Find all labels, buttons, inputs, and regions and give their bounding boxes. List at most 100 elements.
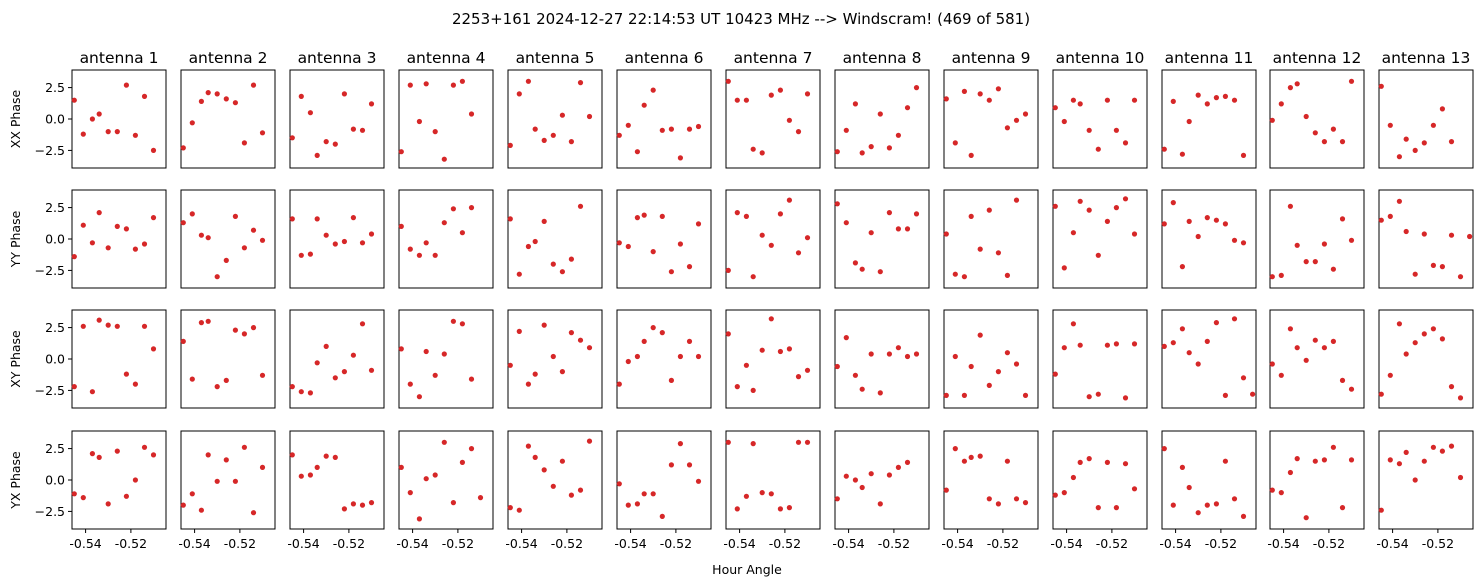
data-point — [223, 257, 229, 263]
data-point — [795, 250, 802, 256]
panel-r1-a5 — [507, 69, 603, 169]
panel-r1-a11 — [1161, 69, 1257, 169]
data-point — [1287, 326, 1293, 332]
data-point — [977, 246, 983, 252]
data-point — [1086, 127, 1092, 133]
data-point — [459, 459, 465, 465]
data-point — [1378, 83, 1384, 89]
data-point — [1070, 230, 1076, 236]
data-point — [768, 242, 774, 248]
data-point — [416, 516, 422, 522]
data-point — [189, 120, 195, 126]
antenna-title-3: antenna 3 — [298, 49, 377, 67]
data-point — [80, 131, 86, 137]
data-point — [768, 491, 774, 497]
data-point — [804, 235, 811, 241]
data-point — [559, 269, 566, 275]
data-point — [725, 331, 731, 337]
data-point — [298, 93, 304, 99]
data-point — [1104, 459, 1110, 465]
panel-r2-a4 — [398, 189, 494, 289]
data-point — [559, 458, 566, 464]
data-point — [259, 237, 266, 243]
data-point — [132, 477, 138, 483]
panel-r1-a7 — [725, 69, 821, 169]
data-point — [1122, 461, 1129, 467]
data-point — [1195, 510, 1201, 516]
data-point — [1448, 232, 1455, 238]
data-point — [241, 140, 247, 146]
data-point — [1457, 395, 1464, 401]
data-point — [659, 330, 665, 336]
data-point — [1387, 122, 1393, 128]
data-point — [1013, 496, 1020, 502]
data-point — [1378, 391, 1384, 397]
data-point — [641, 491, 647, 497]
data-point — [314, 464, 320, 470]
plot-frame — [725, 430, 821, 530]
data-point — [1213, 320, 1219, 326]
data-point — [314, 360, 320, 366]
data-point — [541, 467, 547, 473]
y-tick-label: 2.5 — [45, 320, 65, 335]
data-point — [1287, 203, 1293, 209]
data-point — [341, 506, 347, 512]
data-point — [423, 476, 429, 482]
data-point — [1278, 490, 1284, 496]
data-point — [1186, 350, 1192, 356]
data-point — [961, 392, 968, 398]
x-tick-label: -0.52 — [551, 536, 583, 551]
plot-frame — [398, 430, 494, 530]
data-point — [1179, 464, 1185, 470]
data-point — [198, 507, 204, 513]
data-point — [259, 130, 266, 136]
plot-frame — [943, 189, 1039, 289]
data-point — [634, 149, 641, 155]
data-point — [586, 438, 593, 444]
data-point — [1457, 474, 1464, 481]
data-point — [1439, 264, 1445, 270]
data-point — [189, 211, 195, 217]
data-point — [1122, 395, 1129, 401]
data-point — [1312, 259, 1318, 265]
data-point — [895, 226, 902, 232]
data-point — [786, 197, 793, 203]
data-point — [132, 246, 138, 252]
panel-r4-a10: -0.54 -0.52 — [1050, 430, 1148, 551]
data-point — [1077, 198, 1083, 204]
data-point — [677, 441, 684, 447]
data-point — [1467, 233, 1473, 240]
x-tick-label: -0.54 — [614, 536, 646, 551]
data-point — [659, 213, 665, 219]
plot-frame — [1378, 69, 1474, 169]
data-point — [1231, 496, 1238, 502]
data-point — [568, 330, 575, 336]
data-point — [586, 345, 593, 351]
data-point — [795, 439, 802, 445]
data-point — [1448, 139, 1455, 145]
plot-frame — [398, 69, 494, 169]
panel-r1-a2 — [180, 69, 276, 169]
plot-frame — [1052, 430, 1148, 530]
plot-frame — [1269, 309, 1365, 409]
data-point — [1294, 81, 1300, 87]
data-point — [307, 472, 313, 478]
data-point — [952, 446, 958, 452]
data-point — [250, 227, 257, 233]
data-point — [350, 215, 356, 221]
data-point — [1430, 122, 1436, 128]
antenna-title-10: antenna 10 — [1056, 49, 1145, 67]
panel-r3-a10 — [1052, 309, 1148, 409]
data-point — [71, 97, 77, 103]
data-point — [1022, 111, 1029, 117]
data-point — [659, 513, 665, 520]
data-point — [1339, 505, 1346, 511]
data-point — [1269, 117, 1275, 123]
data-point — [198, 98, 204, 104]
data-point — [1179, 264, 1185, 270]
data-point — [123, 226, 129, 232]
data-point — [1278, 272, 1284, 278]
panel-r2-a12 — [1269, 189, 1365, 289]
data-point — [359, 321, 366, 327]
data-point — [625, 358, 631, 365]
